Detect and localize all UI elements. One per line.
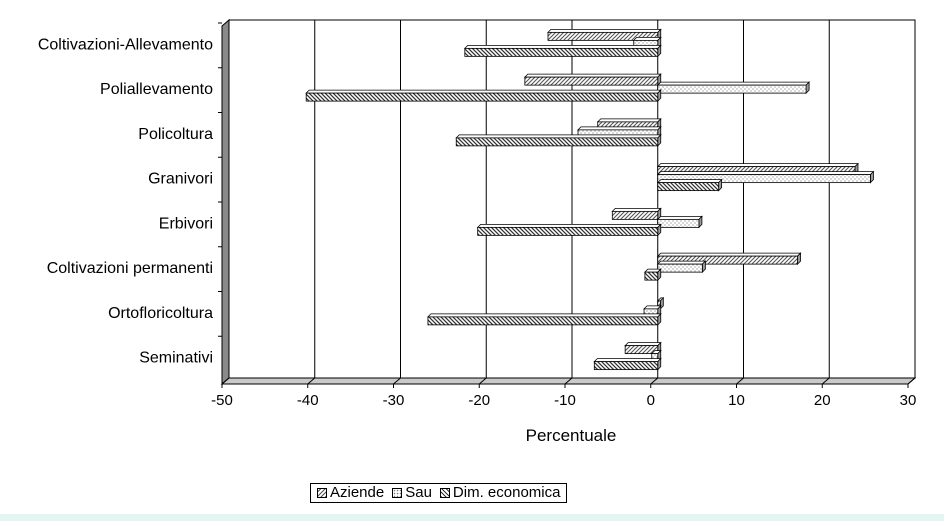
category-label: Poliallevamento xyxy=(100,81,213,98)
chart-side-wall xyxy=(221,18,230,386)
legend-label-sau: Sau xyxy=(405,484,432,501)
bar-top-face xyxy=(624,342,662,347)
x-axis-title: Percentuale xyxy=(526,426,617,445)
bars xyxy=(305,28,875,371)
bar-top-face xyxy=(611,207,662,212)
bar-top-face xyxy=(547,28,662,33)
bar xyxy=(593,361,659,371)
bar-top-face xyxy=(656,215,703,220)
bar-top-face xyxy=(656,171,875,176)
bar-top-face xyxy=(476,223,662,228)
legend-item-aziende: Aziende xyxy=(317,485,384,501)
bar-top-face xyxy=(593,358,662,363)
legend-item-sau: Sau xyxy=(392,485,432,501)
bar-top-face xyxy=(523,73,662,78)
bar-top-face xyxy=(656,163,859,168)
bar-top-face xyxy=(656,260,707,265)
category-label: Coltivazioni permanenti xyxy=(47,260,213,277)
x-tick-label: -20 xyxy=(468,392,490,409)
bar xyxy=(547,31,659,41)
x-tick-label: 0 xyxy=(647,392,655,409)
bottom-strip xyxy=(0,514,944,521)
axes xyxy=(218,22,909,388)
bar xyxy=(657,182,720,192)
bar-top-face xyxy=(426,313,662,318)
bar xyxy=(644,271,659,281)
bar xyxy=(305,92,659,102)
bar xyxy=(464,47,659,57)
bar-top-face xyxy=(632,36,662,41)
bar-top-face xyxy=(455,134,662,139)
floor-gridline xyxy=(736,377,744,385)
bar xyxy=(455,137,659,147)
category-label: Coltivazioni-Allevamento xyxy=(38,36,213,53)
legend-swatch-sau xyxy=(392,488,403,498)
bar xyxy=(657,255,798,265)
bar xyxy=(657,218,700,228)
floor-gridline xyxy=(478,377,487,385)
legend-swatch-dim-economica xyxy=(439,488,450,498)
x-tick-label: -40 xyxy=(297,392,319,409)
bar xyxy=(624,345,659,355)
category-label: Policoltura xyxy=(138,126,213,143)
x-tick-label: -10 xyxy=(554,392,576,409)
category-label: Granivori xyxy=(148,171,213,188)
x-tick-label: -50 xyxy=(211,392,233,409)
floor-gridline xyxy=(650,377,659,385)
bar xyxy=(427,316,659,326)
floor-gridline xyxy=(907,377,916,385)
floor-gridline xyxy=(564,377,573,385)
bar xyxy=(657,263,703,273)
legend-label-dim-economica: Dim. economica xyxy=(452,484,561,501)
legend-swatch-aziende xyxy=(317,488,327,498)
x-tick-label: 20 xyxy=(814,392,831,409)
bar-top-face xyxy=(596,118,662,123)
floor-gridline xyxy=(307,377,316,385)
floor-gridline xyxy=(221,377,230,385)
bar xyxy=(657,174,871,184)
bar-top-face xyxy=(656,179,723,184)
bar-top-face xyxy=(656,252,802,257)
bar xyxy=(657,84,807,94)
floor-gridline xyxy=(821,377,830,385)
category-label: Seminativi xyxy=(139,350,213,367)
category-label: Erbivori xyxy=(159,215,213,232)
legend-item-dim-economica: Dim. economica xyxy=(439,484,561,501)
legend: Aziende Sau Dim. economica xyxy=(310,483,568,503)
x-tick-label: 30 xyxy=(900,392,917,409)
category-label: Ortofloricoltura xyxy=(108,305,213,322)
legend-label-aziende: Aziende xyxy=(330,484,385,501)
bar-top-face xyxy=(577,126,662,131)
bar-top-face xyxy=(305,89,662,94)
x-tick-label: 10 xyxy=(728,392,745,409)
bar-top-face xyxy=(656,81,811,86)
bar xyxy=(477,226,659,236)
x-tick-label: -30 xyxy=(383,392,405,409)
bar-top-face xyxy=(463,44,662,49)
bar xyxy=(611,210,659,220)
bar xyxy=(524,76,659,86)
floor-gridline xyxy=(393,377,401,385)
